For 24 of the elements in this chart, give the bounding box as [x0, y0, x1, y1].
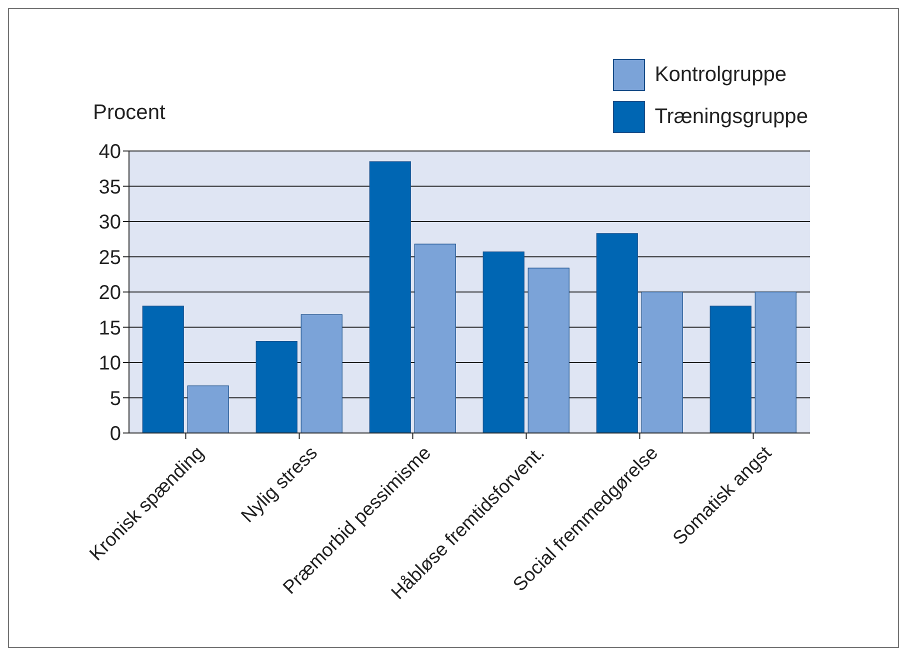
bar: [256, 341, 298, 433]
y-tick-label: 35: [98, 176, 121, 198]
y-tick-label: 40: [98, 141, 121, 164]
bar: [754, 292, 796, 433]
y-tick-label: 10: [98, 352, 121, 375]
bar: [641, 292, 683, 433]
y-axis-title: Procent: [93, 101, 166, 125]
bar: [142, 306, 184, 433]
y-tick-label: 25: [98, 246, 121, 269]
y-tick-label: 20: [98, 282, 121, 304]
bar: [528, 268, 570, 433]
legend-label: Kontrolgruppe: [654, 63, 787, 87]
legend-label: Træningsgruppe: [654, 105, 808, 129]
y-tick-label: 30: [98, 212, 121, 234]
y-tick-label: 0: [110, 423, 121, 446]
bar: [482, 252, 524, 433]
bar: [710, 306, 752, 433]
y-tick-label: 15: [98, 317, 121, 340]
bar: [596, 233, 638, 433]
bar: [414, 244, 456, 433]
y-tick-label: 5: [110, 388, 121, 410]
bar: [369, 161, 411, 433]
bar: [187, 385, 229, 433]
bar: [300, 314, 342, 433]
